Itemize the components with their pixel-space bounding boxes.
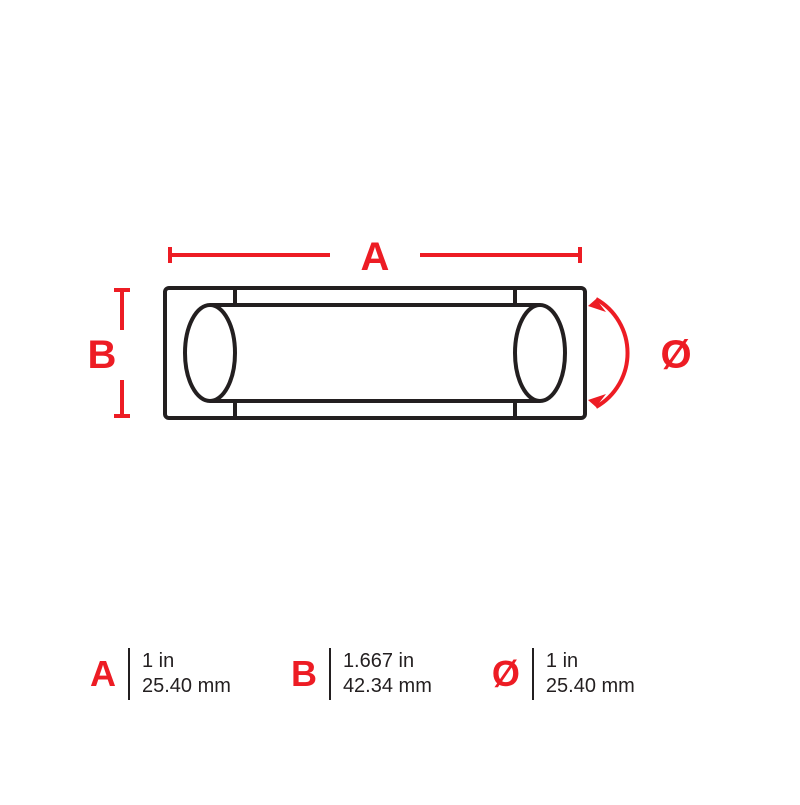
dimension-b-label: B: [88, 333, 117, 377]
dimension-a-label: A: [361, 235, 390, 279]
legend-divider: [532, 648, 534, 700]
legend-divider: [329, 648, 331, 700]
cylinder-left-cap: [185, 305, 235, 401]
legend-letter: B: [291, 653, 317, 695]
dimension-d-label: Ø: [660, 333, 691, 377]
cylinder-right-cap: [515, 305, 565, 401]
legend-divider: [128, 648, 130, 700]
dimension-diameter: [588, 299, 628, 407]
legend-value-in: 1 in: [546, 649, 635, 674]
legend-value-mm: 42.34 mm: [343, 674, 432, 699]
legend-value-in: 1.667 in: [343, 649, 432, 674]
legend-value-mm: 25.40 mm: [546, 674, 635, 699]
legend-item-b: B 1.667 in 42.34 mm: [291, 648, 432, 700]
legend-letter: A: [90, 653, 116, 695]
legend-item-d: Ø 1 in 25.40 mm: [492, 648, 635, 700]
dimension-legend: A 1 in 25.40 mm B 1.667 in 42.34 mm Ø 1 …: [90, 648, 635, 700]
legend-item-a: A 1 in 25.40 mm: [90, 648, 231, 700]
legend-letter: Ø: [492, 653, 520, 695]
legend-value-in: 1 in: [142, 649, 231, 674]
legend-value-mm: 25.40 mm: [142, 674, 231, 699]
